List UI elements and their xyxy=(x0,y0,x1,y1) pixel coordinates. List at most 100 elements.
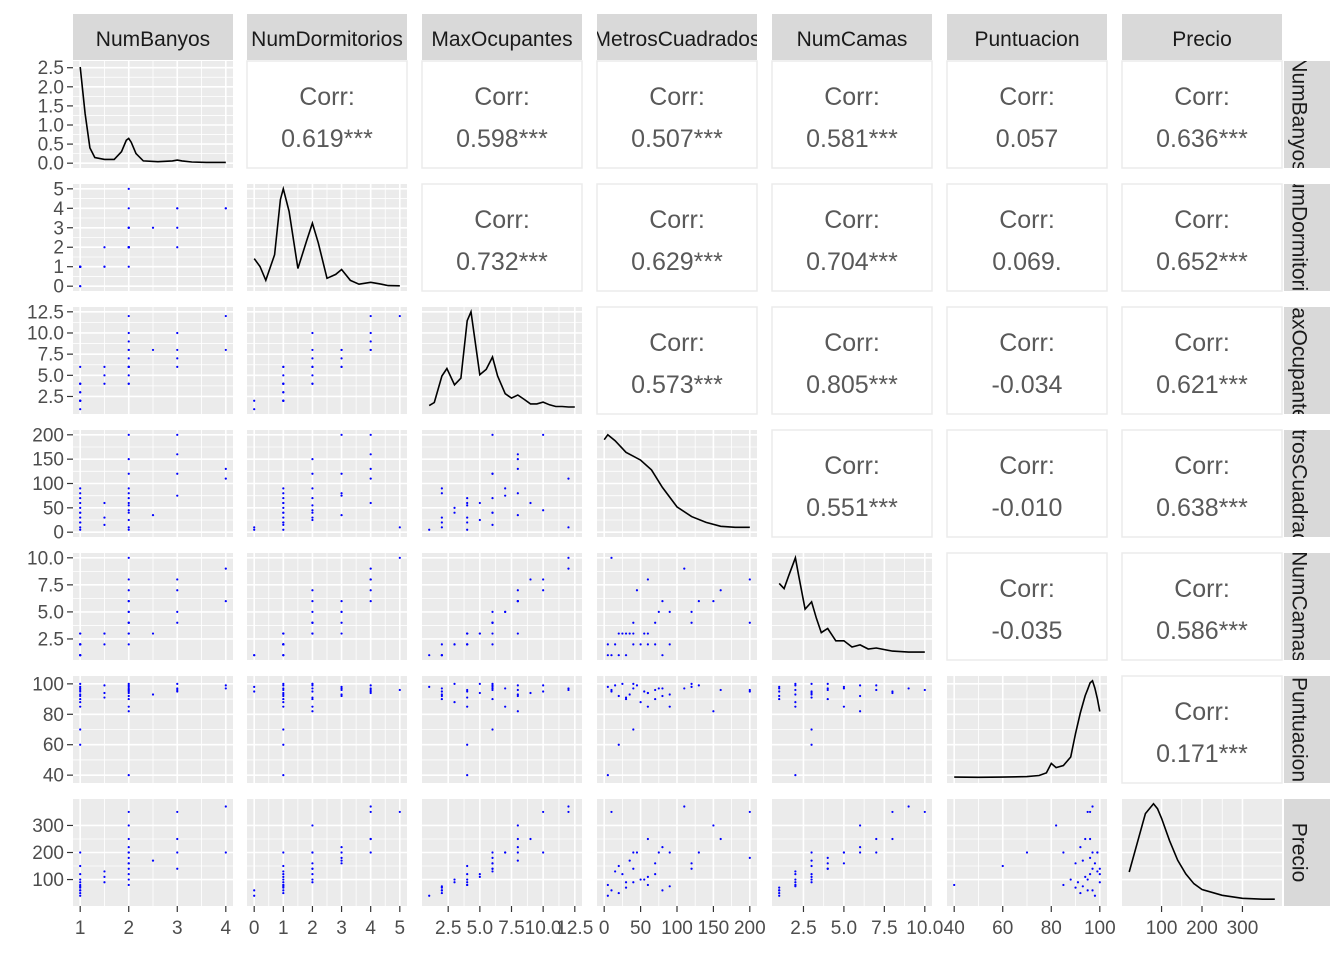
corr-panel-frame xyxy=(771,183,933,292)
scatter-point xyxy=(491,643,494,646)
scatter-point xyxy=(440,526,443,529)
y-tick-label: 1 xyxy=(53,257,64,278)
scatter-point xyxy=(794,684,797,687)
scatter-point xyxy=(606,654,609,657)
panel-Precio-MetrosCuadrados xyxy=(597,799,757,906)
scatter-point xyxy=(340,494,343,497)
panel-NumCamas-Precio: Corr: 0.586*** xyxy=(1121,552,1283,661)
corr-value: -0.034 xyxy=(992,371,1063,399)
x-tick-label: 150 xyxy=(698,918,730,939)
scatter-point xyxy=(516,710,519,713)
scatter-point xyxy=(282,501,285,505)
scatter-point xyxy=(369,688,372,692)
strip-layer: NumBanyos NumDormitorios MaxOcupantes Metro… xyxy=(73,14,1330,906)
scatter-point xyxy=(369,599,372,603)
scatter-point xyxy=(440,521,443,524)
scatter-point xyxy=(79,391,82,394)
scatter-point xyxy=(632,682,635,685)
scatter-point xyxy=(1025,851,1029,854)
corr-panel-frame xyxy=(596,60,758,169)
scatter-point xyxy=(311,824,314,827)
corr-value: 0.629*** xyxy=(631,248,723,276)
column-strip xyxy=(947,14,1107,60)
scatter-point xyxy=(428,685,431,689)
scatter-point xyxy=(176,433,179,436)
y-tick-label: 2.0 xyxy=(38,77,64,98)
corr-panel-frame xyxy=(771,60,933,169)
scatter-point xyxy=(891,837,894,841)
scatter-point xyxy=(127,382,130,385)
scatter-point xyxy=(1084,837,1087,841)
scatter-point xyxy=(654,873,657,876)
scatter-point xyxy=(1074,886,1077,889)
scatter-point xyxy=(690,862,693,865)
scatter-point xyxy=(491,472,494,475)
scatter-point xyxy=(369,453,372,456)
row-strip xyxy=(1284,676,1330,783)
scatter-point xyxy=(624,654,628,657)
scatter-point xyxy=(398,688,401,692)
column-strip-label: MetrosCuadrados xyxy=(594,28,761,51)
scatter-point xyxy=(617,864,620,868)
scatter-point xyxy=(127,873,130,876)
scatter-point xyxy=(858,851,862,854)
scatter-point xyxy=(176,688,179,692)
scatter-point xyxy=(311,682,314,685)
scatter-point xyxy=(103,516,106,519)
scatter-point xyxy=(340,862,343,865)
scatter-point xyxy=(224,684,227,687)
scatter-point xyxy=(778,891,781,895)
x-tick-label: 7.5 xyxy=(871,918,897,939)
scatter-point xyxy=(1091,867,1094,870)
y-tick-label: 5 xyxy=(53,179,64,200)
row-strip-clip-group: NumCamas xyxy=(1288,553,1311,660)
scatter-point xyxy=(466,881,469,884)
scatter-point xyxy=(690,682,693,685)
scatter-point xyxy=(103,246,106,249)
scatter-point xyxy=(453,881,456,884)
y-tick-label: 1.0 xyxy=(38,116,64,137)
scatter-point xyxy=(103,265,106,268)
scatter-point xyxy=(79,643,82,646)
scatter-point xyxy=(1079,845,1082,849)
scatter-point xyxy=(311,599,314,603)
density-curve xyxy=(79,66,226,164)
scatter-point xyxy=(712,599,715,603)
scatter-point xyxy=(661,654,664,657)
scatter-point xyxy=(127,685,130,689)
panel-MaxOcupantes-Puntuacion: Corr: -0.034 xyxy=(946,306,1108,415)
scatter-point xyxy=(282,875,285,878)
scatter-point xyxy=(282,643,285,646)
corr-value: 0.619*** xyxy=(281,125,373,153)
scatter-point xyxy=(311,365,314,368)
scatter-point xyxy=(127,705,130,708)
scatter-point xyxy=(127,837,130,841)
corr-value: 0.586*** xyxy=(1156,617,1248,645)
scatter-point xyxy=(127,851,130,854)
y-tick-label: 10.0 xyxy=(27,323,64,344)
scatter-point xyxy=(542,433,545,436)
y-tick-label: 2.5 xyxy=(38,629,64,650)
scatter-point xyxy=(624,881,628,884)
scatter-point xyxy=(654,688,657,692)
scatter-point xyxy=(79,487,82,490)
scatter-point xyxy=(810,881,813,884)
scatter-point xyxy=(516,837,519,841)
scatter-point xyxy=(453,511,456,514)
scatter-point xyxy=(491,867,494,870)
scatter-point xyxy=(668,885,671,888)
scatter-point xyxy=(810,682,813,685)
scatter-point xyxy=(516,693,519,696)
scatter-point xyxy=(127,883,130,887)
scatter-point xyxy=(369,687,372,690)
scatter-point xyxy=(491,433,494,436)
density-curve xyxy=(1128,802,1275,901)
scatter-point xyxy=(224,348,227,352)
scatter-point xyxy=(127,578,130,581)
scatter-point xyxy=(778,894,781,897)
scatter-point xyxy=(282,728,285,731)
scatter-point xyxy=(103,643,106,646)
y-tick-label: 2 xyxy=(53,238,64,259)
scatter-point xyxy=(253,690,256,693)
y-tick-label: 3 xyxy=(53,218,64,239)
